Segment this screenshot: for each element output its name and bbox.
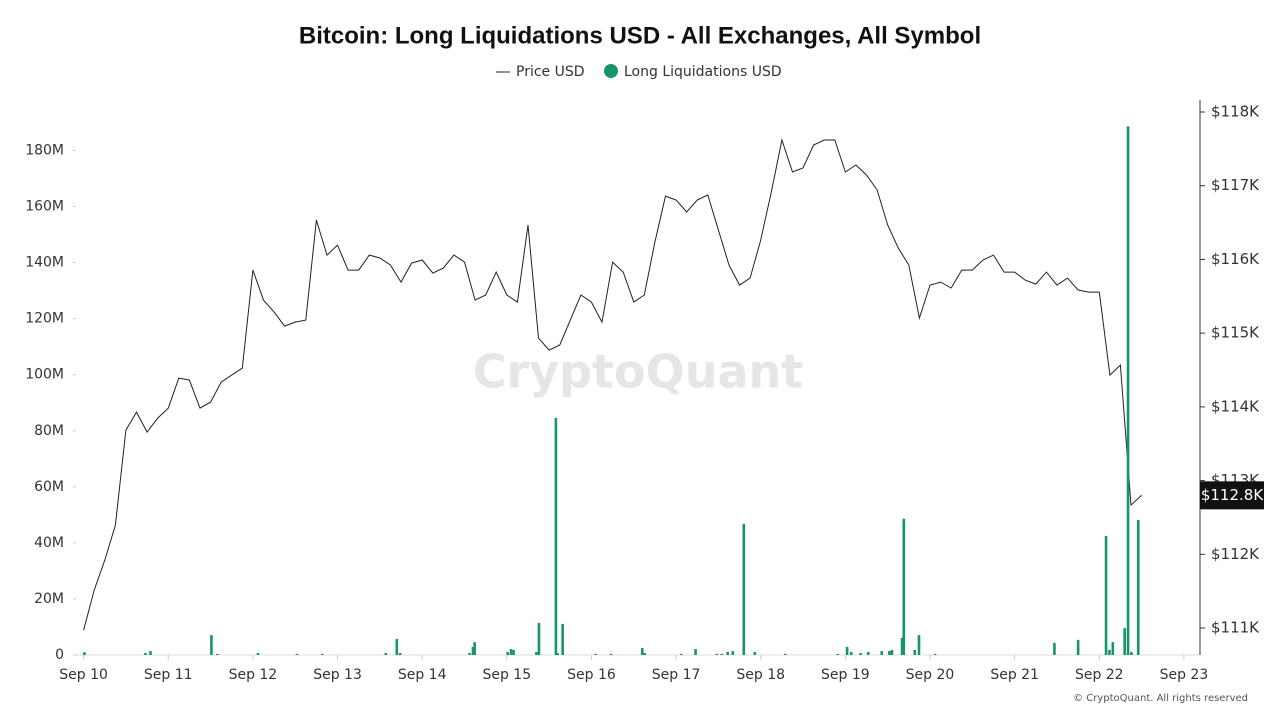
x-tick-label: Sep 12 xyxy=(229,667,278,683)
bar xyxy=(594,653,597,655)
bar xyxy=(554,417,558,655)
x-tick-label: Sep 17 xyxy=(652,667,701,683)
bar xyxy=(694,649,697,655)
bar xyxy=(917,635,921,655)
bar xyxy=(1111,642,1115,655)
bar xyxy=(1126,126,1130,655)
bar xyxy=(468,653,471,655)
bar xyxy=(900,637,904,655)
y-tick-label: 20M xyxy=(34,591,64,607)
bar xyxy=(866,651,870,655)
bar xyxy=(473,642,476,655)
x-tick-label: Sep 13 xyxy=(313,667,362,683)
x-tick-label: Sep 20 xyxy=(906,667,955,683)
y-tick-label: 80M xyxy=(34,423,64,439)
chart-title: Bitcoin: Long Liquidations USD - All Exc… xyxy=(299,22,981,49)
bar xyxy=(1130,651,1133,655)
x-tick-label: Sep 16 xyxy=(567,667,616,683)
bar xyxy=(256,653,260,655)
bar xyxy=(783,653,787,655)
bar xyxy=(715,653,719,655)
bar xyxy=(1123,628,1126,655)
y2-tick-label: $115K xyxy=(1211,324,1260,342)
y2-tick-label: $116K xyxy=(1211,250,1260,268)
bar xyxy=(888,651,891,655)
bar xyxy=(849,651,853,655)
bar xyxy=(320,653,324,655)
bar xyxy=(933,653,937,655)
y-tick-label: 100M xyxy=(25,367,64,383)
bar xyxy=(1104,535,1108,655)
bar xyxy=(902,518,906,655)
bar xyxy=(880,651,884,655)
bar xyxy=(845,646,849,655)
bar xyxy=(210,635,213,655)
current-price-label: $112.8K xyxy=(1201,486,1264,504)
bar xyxy=(556,653,559,655)
bar xyxy=(731,651,735,655)
y-tick-label: 0 xyxy=(55,647,64,663)
legend-label[interactable]: Long Liquidations USD xyxy=(624,64,782,80)
legend-swatch xyxy=(604,64,618,78)
bar xyxy=(679,653,683,655)
y-tick-label: 160M xyxy=(25,199,64,215)
bar xyxy=(471,646,475,655)
x-tick-label: Sep 18 xyxy=(736,667,785,683)
bar xyxy=(1053,642,1056,655)
y-tick-label: 120M xyxy=(25,311,64,327)
bar xyxy=(144,653,147,655)
x-tick-label: Sep 22 xyxy=(1075,667,1124,683)
bar xyxy=(1076,639,1080,655)
bar xyxy=(913,649,917,655)
bar xyxy=(643,653,647,655)
watermark: CryptoQuant xyxy=(473,345,804,399)
y-tick-label: 140M xyxy=(25,255,64,271)
x-tick-label: Sep 23 xyxy=(1160,667,1209,683)
bar xyxy=(509,649,513,655)
bar xyxy=(836,653,840,655)
y-tick-label: 180M xyxy=(25,142,64,158)
bar xyxy=(720,653,724,655)
bar xyxy=(609,653,613,655)
bar xyxy=(742,523,746,655)
x-tick-label: Sep 19 xyxy=(821,667,870,683)
bar xyxy=(295,653,299,655)
bar xyxy=(384,653,388,655)
bar xyxy=(726,651,730,655)
bar xyxy=(561,623,564,655)
legend-label[interactable]: Price USD xyxy=(516,64,585,80)
y2-tick-label: $111K xyxy=(1211,619,1260,637)
bar xyxy=(859,653,862,655)
y2-tick-label: $118K xyxy=(1211,103,1260,121)
bar xyxy=(537,623,541,655)
bar xyxy=(753,651,757,655)
current-price-box xyxy=(1200,481,1264,510)
x-tick-label: Sep 21 xyxy=(990,667,1039,683)
y-tick-label: 40M xyxy=(34,535,64,551)
bar xyxy=(83,652,86,655)
x-tick-label: Sep 15 xyxy=(482,667,531,683)
bar xyxy=(395,639,399,655)
bar xyxy=(512,649,515,655)
bar xyxy=(149,651,152,655)
x-tick-label: Sep 14 xyxy=(398,667,447,683)
y2-tick-label: $112K xyxy=(1211,545,1260,563)
bar xyxy=(890,649,894,655)
x-tick-label: Sep 10 xyxy=(59,667,108,683)
x-tick-label: Sep 11 xyxy=(144,667,193,683)
y2-tick-label: $114K xyxy=(1211,397,1260,415)
y-tick-label: 60M xyxy=(34,479,64,495)
bar xyxy=(1108,649,1111,655)
footer: © CryptoQuant. All rights reserved xyxy=(1073,693,1248,704)
bar xyxy=(216,653,219,655)
bar xyxy=(535,651,538,655)
y2-tick-label: $117K xyxy=(1211,176,1260,194)
bar xyxy=(506,651,509,655)
price-line xyxy=(83,138,1142,631)
bar xyxy=(1136,519,1140,655)
bar xyxy=(640,647,644,655)
bar xyxy=(398,653,402,655)
